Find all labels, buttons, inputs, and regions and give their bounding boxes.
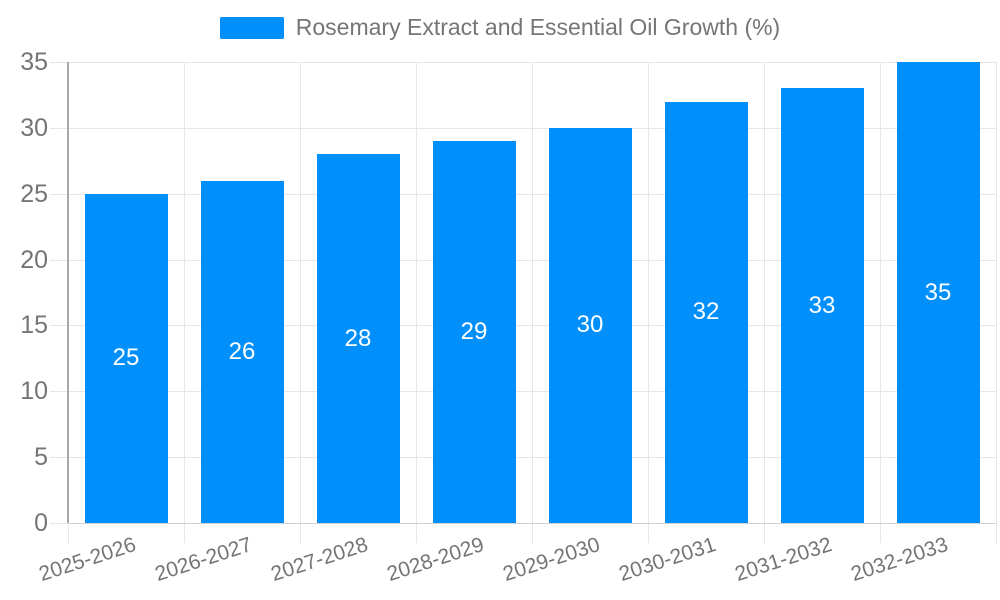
x-axis-tick — [300, 523, 301, 543]
chart-legend[interactable]: Rosemary Extract and Essential Oil Growt… — [0, 14, 1000, 41]
gridline-vertical — [532, 62, 533, 523]
x-axis-tick — [184, 523, 185, 543]
y-axis-line — [67, 62, 69, 523]
y-axis-tick — [50, 127, 68, 129]
gridline-vertical — [416, 62, 417, 523]
x-axis-tick — [416, 523, 417, 543]
bar-value-label: 28 — [344, 324, 372, 352]
x-axis-tick — [880, 523, 881, 543]
bar-value-label: 29 — [460, 318, 488, 345]
y-tick-label: 0 — [34, 509, 48, 537]
bar[interactable] — [896, 62, 980, 523]
y-tick-label: 30 — [20, 113, 48, 142]
y-tick-label: 35 — [20, 48, 48, 76]
y-tick-label: 25 — [20, 179, 48, 208]
bar[interactable] — [84, 193, 168, 523]
y-axis-tick — [50, 62, 68, 63]
y-axis-tick — [50, 259, 68, 261]
x-axis-tick — [68, 523, 69, 543]
bar[interactable] — [664, 101, 748, 523]
y-tick-label: 15 — [20, 311, 48, 340]
bar[interactable] — [432, 141, 516, 523]
y-tick-label: 10 — [20, 377, 48, 406]
y-axis-tick — [50, 193, 68, 195]
x-axis-line — [68, 523, 996, 524]
bar-value-label: 35 — [924, 278, 952, 306]
bar[interactable] — [200, 180, 284, 523]
gridline-vertical — [300, 62, 301, 523]
y-tick-label: 20 — [20, 245, 48, 274]
bar-value-label: 33 — [808, 291, 836, 319]
bar-value-label: 25 — [112, 344, 140, 372]
bar[interactable] — [548, 127, 632, 523]
legend-marker — [219, 16, 284, 39]
gridline-vertical — [996, 62, 997, 523]
bar[interactable] — [780, 88, 864, 523]
bar-value-label: 30 — [576, 311, 604, 339]
legend-label: Rosemary Extract and Essential Oil Growt… — [295, 14, 781, 40]
x-axis-tick — [648, 523, 649, 543]
bar[interactable] — [316, 154, 400, 523]
bar-value-label: 26 — [228, 337, 256, 365]
y-axis-tick — [50, 391, 68, 393]
gridline-vertical — [764, 62, 765, 523]
bar-value-label: 32 — [692, 298, 720, 326]
x-axis-tick — [996, 523, 997, 543]
gridline-vertical — [648, 62, 649, 523]
y-tick-label: 5 — [34, 443, 48, 472]
x-axis-tick — [764, 523, 765, 543]
y-axis-tick — [50, 523, 68, 524]
gridline-vertical — [880, 62, 881, 523]
y-axis-tick — [50, 325, 68, 327]
x-axis-tick — [532, 523, 533, 543]
y-axis-tick — [50, 457, 68, 459]
gridline-vertical — [184, 62, 185, 523]
